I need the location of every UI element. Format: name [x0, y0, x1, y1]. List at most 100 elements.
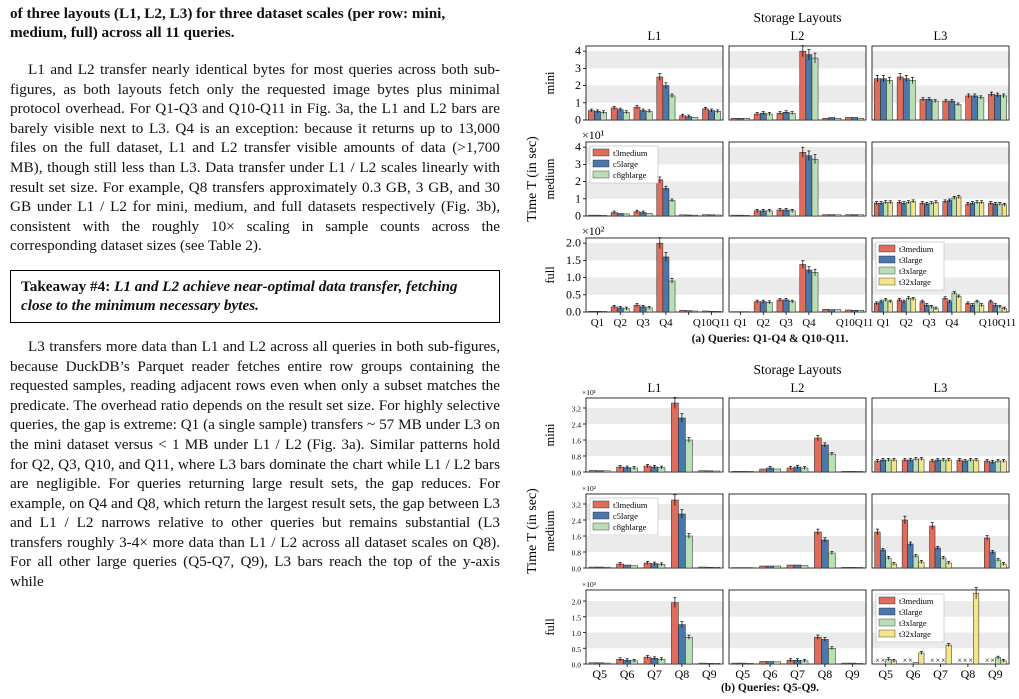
bar-q8-1	[962, 460, 969, 473]
bar-q4-1	[947, 301, 953, 313]
grid-band	[729, 51, 866, 69]
bar-q4-1	[662, 188, 670, 217]
bar-q9-0	[841, 567, 850, 569]
panel-medium-l3	[871, 141, 1010, 217]
bar-q4-2	[668, 280, 676, 313]
grid-band	[586, 181, 723, 199]
bar-q10-2	[834, 118, 842, 121]
bar-q3-2	[645, 213, 653, 217]
bar-q11-0	[702, 108, 709, 121]
figure-column: Storage Layouts L1 L2 L3 Time T (in sec) mini…	[522, 0, 1019, 699]
bar-q4-2	[668, 200, 676, 217]
bar-q5-2	[602, 662, 611, 665]
bar-q9-0	[841, 662, 850, 665]
bar-q9-1	[705, 470, 714, 473]
bar-q10-2	[691, 214, 699, 217]
paragraph-2: L3 transfers more data than L1 and L2 ac…	[10, 337, 500, 591]
panel-full-l1: 0.0 0.5 1.0 1.5 2.0 Q1 Q2 Q3 Q4 Q10Q11	[566, 236, 730, 329]
x-tick-label: Q3	[779, 317, 793, 329]
bar-q11-0	[845, 117, 852, 121]
bar-q11-2	[1000, 95, 1007, 121]
bar-q1-2	[883, 201, 889, 217]
legend-entry: t3xlarge	[899, 618, 927, 628]
y-tick-label: 1	[575, 191, 581, 205]
bar-q1-2	[743, 118, 750, 121]
grid-band	[872, 440, 1009, 456]
bar-q6-3	[918, 652, 925, 665]
bar-q9-2	[995, 460, 1002, 473]
bar-q11-1	[851, 214, 858, 217]
panel-frame	[728, 237, 867, 313]
bar-q11-2	[714, 214, 721, 217]
legend-swatch	[878, 244, 896, 253]
bar-q2-0	[896, 299, 902, 313]
bar-q5-1	[879, 549, 886, 569]
x-tick-label: Q1	[877, 317, 890, 329]
bar-q9-1	[989, 551, 996, 569]
column-label-l3: L3	[934, 381, 948, 395]
legend-entry: t3medium	[899, 244, 934, 254]
bar-q8-0	[814, 437, 822, 473]
row-label-mini: mini	[543, 71, 557, 94]
y-tick-label: 1	[575, 95, 581, 109]
panel-frame	[728, 45, 867, 121]
bar-q10-1	[969, 202, 975, 217]
bar-q4-1	[805, 54, 813, 121]
bar-q6-1	[623, 564, 631, 569]
bar-q3-1	[782, 299, 790, 313]
legend-entry: t3medium	[613, 500, 648, 510]
bar-q5-1	[595, 566, 604, 569]
bar-q6-2	[630, 565, 638, 569]
bar-q11-1	[851, 117, 858, 121]
takeaway-text: L1 and L2 achieve near-optimal data tran…	[21, 277, 458, 315]
bar-q10-2	[834, 214, 842, 217]
bar-q3-2	[928, 202, 934, 217]
panel-mini-l2	[728, 45, 867, 121]
bar-q1-3	[887, 301, 893, 313]
bar-q6-2	[773, 565, 781, 569]
legend-swatch	[592, 522, 610, 531]
y-tick-label: 1.5	[572, 613, 582, 622]
panel-mini-l3	[871, 397, 1010, 473]
bar-q9-2	[855, 567, 864, 569]
column-label-l2: L2	[791, 381, 805, 395]
bar-q2-1	[901, 202, 907, 217]
bar-q1-1	[594, 214, 601, 217]
bar-q1-0	[731, 214, 738, 217]
panel-full-l1: 0.0 0.5 1.0 1.5 2.0 Q5 Q6 Q7 Q8 Q9	[572, 589, 724, 681]
grid-band	[729, 243, 866, 261]
x-tick-label: Q3	[636, 317, 650, 329]
bar-q9-2	[712, 566, 721, 569]
missing-marker: ×	[930, 656, 935, 665]
bar-q2-0	[896, 201, 902, 217]
y-tick-label: 0.0	[572, 661, 582, 670]
bar-q11-2	[714, 311, 721, 313]
legend-swatch	[878, 629, 896, 638]
bar-q4-3	[956, 196, 962, 217]
grid-band	[729, 536, 866, 552]
legend-entry: t32xlarge	[899, 629, 931, 639]
panel-frame	[871, 141, 1010, 217]
bar-q9-1	[848, 662, 857, 665]
bar-q1-2	[886, 80, 893, 121]
legend-swatch	[878, 618, 896, 627]
bar-q10-2	[974, 301, 980, 313]
bar-q9-2	[855, 471, 864, 473]
legend-entry: c5large	[613, 511, 638, 521]
bar-q4-2	[951, 197, 957, 217]
grid-band	[729, 440, 866, 456]
bar-q8-1	[678, 417, 686, 473]
axis-multiplier: ×10³	[582, 580, 597, 589]
bar-q10-0	[822, 118, 829, 121]
caption-a: (a) Queries: Q1-Q4 & Q10-Q11.	[691, 333, 849, 345]
bar-q4-2	[951, 292, 957, 313]
x-tick-label: Q4	[659, 317, 673, 329]
y-tick-label: 0	[575, 209, 581, 223]
y-tick-label: 0	[575, 113, 581, 127]
bar-q1-0	[588, 311, 595, 313]
bar-q4-1	[662, 85, 670, 121]
bar-q2-3	[910, 201, 916, 217]
bar-q10-1	[685, 310, 693, 313]
